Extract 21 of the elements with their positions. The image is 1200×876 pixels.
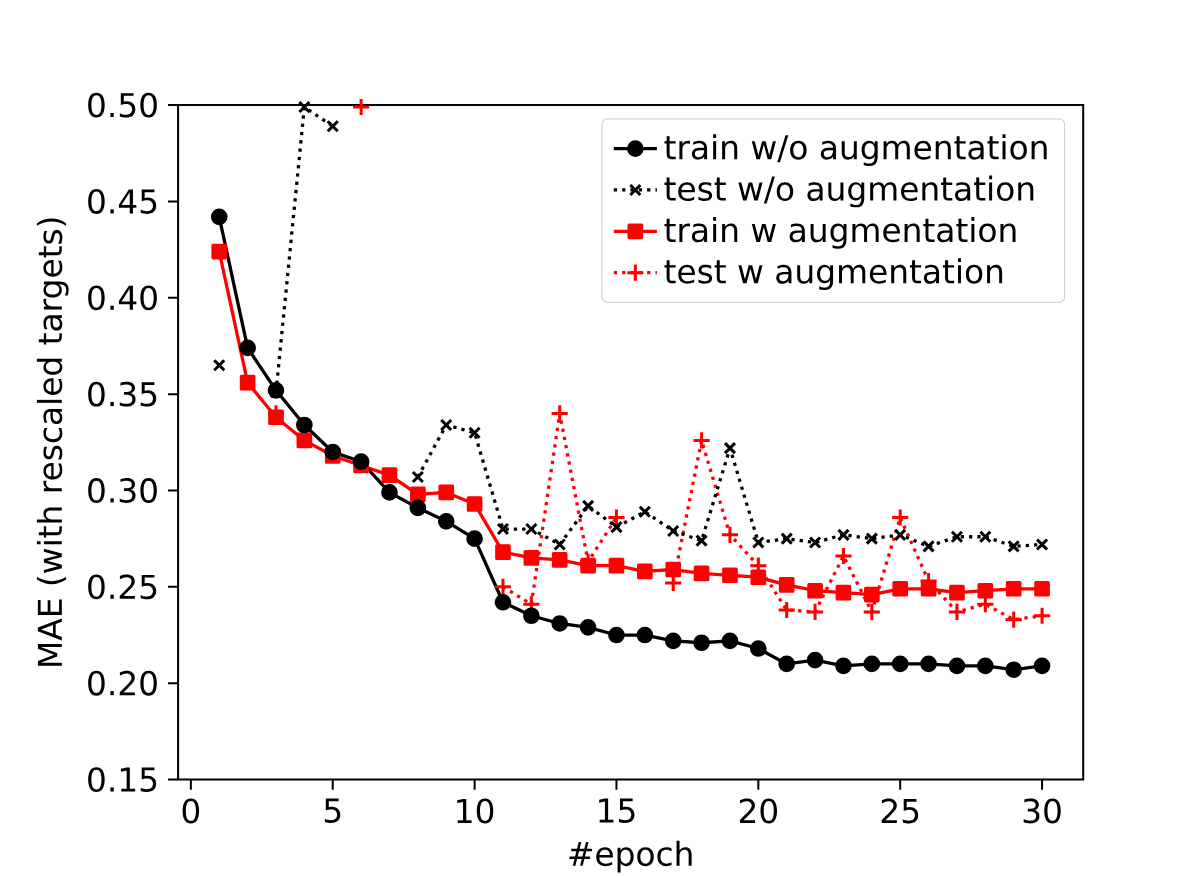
y-tick-label: 0.15: [88, 767, 157, 793]
x-tick-label: 0: [182, 798, 200, 824]
y-tick-label: 0.30: [88, 478, 157, 503]
y-tick-label: 0.25: [88, 574, 157, 600]
y-tick-label: 0.45: [88, 189, 157, 214]
y-tick-label: 0.20: [88, 670, 157, 696]
y-tick-label: 0.50: [88, 92, 157, 118]
legend-label: train w/o augmentation: [664, 134, 1047, 167]
x-tick-label: 30: [1023, 798, 1061, 824]
x-tick-label: 20: [739, 798, 778, 824]
y-tick-label: 0.35: [88, 381, 157, 407]
x-tick-label: 10: [457, 798, 494, 824]
x-tick-label: 25: [881, 798, 919, 824]
y-tick-label: 0.40: [88, 285, 157, 311]
y-axis-title: MAE (with rescaled targets): [36, 218, 69, 666]
x-tick-label: 5: [324, 798, 341, 824]
x-tick-label: 15: [599, 798, 635, 824]
legend-label: train w augmentation: [664, 216, 1016, 249]
legend-label: test w augmentation: [664, 258, 1003, 291]
x-axis-title: #epoch: [569, 840, 692, 873]
legend-label: test w/o augmentation: [664, 175, 1034, 208]
